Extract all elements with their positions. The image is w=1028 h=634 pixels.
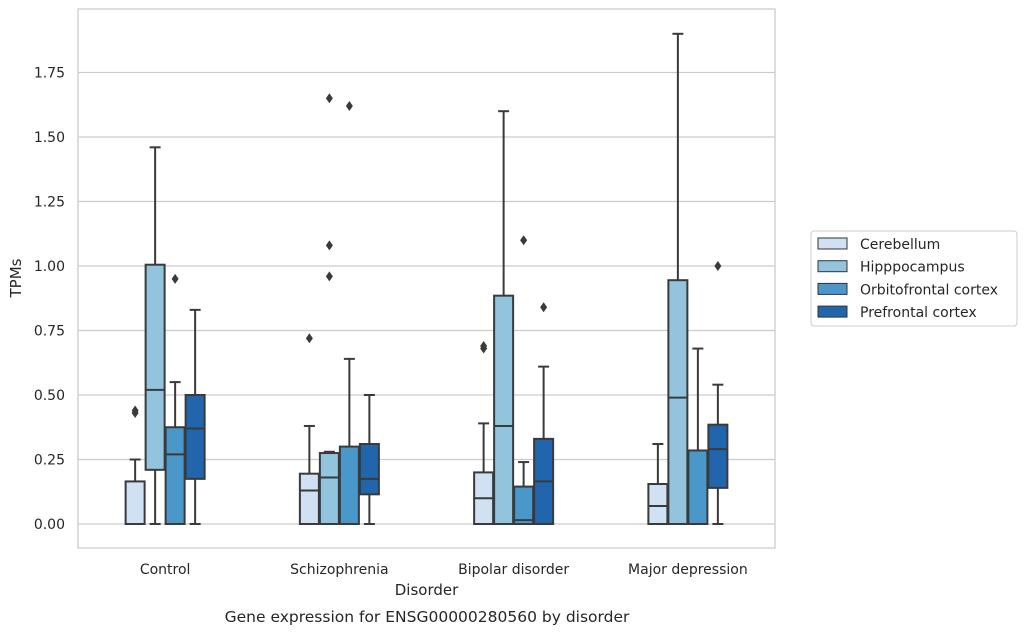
- outlier-point: [520, 235, 528, 246]
- y-tick-label: 1.00: [34, 259, 65, 275]
- plot-frame: [77, 8, 776, 549]
- box-1-1: [318, 93, 340, 525]
- box-body: [707, 423, 729, 489]
- box-3-1: [667, 32, 689, 525]
- box-1-3: [358, 394, 380, 525]
- x-tick-label: Major depression: [628, 562, 748, 578]
- outlier-point: [325, 240, 333, 251]
- x-tick-labels: Control Schizophrenia Bipolar disorder Majo…: [140, 562, 748, 578]
- x-tick-label: Control: [140, 562, 191, 578]
- outlier-point: [714, 261, 722, 271]
- outlier-point: [305, 333, 313, 344]
- box-2-2: [513, 235, 535, 525]
- figure-caption: Gene expression for ENSG00000280560 by d…: [225, 608, 630, 626]
- box-body: [164, 426, 186, 525]
- legend-label: Cerebellum: [860, 237, 940, 253]
- box-2-0: [473, 340, 495, 525]
- box-body: [298, 472, 320, 526]
- box-body: [144, 263, 166, 471]
- legend-frame: [810, 230, 1018, 327]
- box-body: [687, 449, 709, 525]
- y-tick-label: 0.00: [34, 517, 65, 533]
- x-tick-label: Bipolar disorder: [458, 562, 569, 578]
- outlier-point: [325, 93, 333, 104]
- legend-label: Orbitofrontal cortex: [860, 282, 998, 298]
- box-body: [358, 443, 380, 496]
- y-tick-label: 1.25: [34, 195, 65, 211]
- box-2-3: [533, 302, 555, 525]
- box-3-2: [687, 347, 709, 525]
- box-body: [338, 445, 360, 526]
- box-body: [318, 452, 340, 525]
- box-0-2: [164, 273, 186, 525]
- box-body: [647, 483, 669, 526]
- box-body: [124, 480, 146, 525]
- box-0-1: [144, 146, 166, 525]
- outlier-point: [131, 405, 139, 416]
- legend: Cerebellum Hipppocampus Orbitofrontal cort…: [810, 230, 1018, 327]
- outlier-point: [171, 273, 179, 284]
- legend-label: Prefrontal cortex: [860, 305, 977, 321]
- legend-swatch: [817, 305, 848, 318]
- box-3-0: [647, 443, 669, 526]
- box-groups: [124, 32, 729, 526]
- x-axis-label: Disorder: [395, 581, 459, 599]
- outlier-point: [325, 271, 333, 282]
- legend-items: Cerebellum Hipppocampus Orbitofrontal cort…: [817, 237, 998, 321]
- legend-swatch: [817, 260, 848, 273]
- outlier-point: [480, 340, 488, 351]
- outlier-point: [345, 101, 353, 112]
- box-body: [667, 279, 689, 525]
- box-3-3: [707, 261, 729, 525]
- y-tick-label: 1.75: [34, 66, 65, 82]
- legend-label: Hipppocampus: [860, 260, 965, 276]
- box-0-3: [184, 308, 206, 525]
- y-tick-labels: 0.00 0.25 0.50 0.75 1.00 1.25 1.50 1.75: [34, 66, 65, 534]
- y-tick-label: 0.50: [34, 388, 65, 404]
- box-0-0: [124, 405, 146, 525]
- y-tick-label: 0.25: [34, 453, 65, 469]
- y-axis-label: TPMs: [7, 258, 25, 298]
- box-body: [493, 294, 515, 526]
- y-tick-label: 0.75: [34, 324, 65, 340]
- y-tick-label: 1.50: [34, 130, 65, 146]
- box-1-2: [338, 101, 360, 526]
- box-1-0: [298, 333, 320, 526]
- legend-swatch: [817, 282, 848, 295]
- legend-swatch: [817, 237, 848, 250]
- box-2-1: [493, 110, 515, 526]
- outlier-point: [540, 302, 548, 313]
- box-body: [184, 394, 206, 480]
- x-tick-label: Schizophrenia: [290, 562, 388, 578]
- box-body: [513, 485, 535, 525]
